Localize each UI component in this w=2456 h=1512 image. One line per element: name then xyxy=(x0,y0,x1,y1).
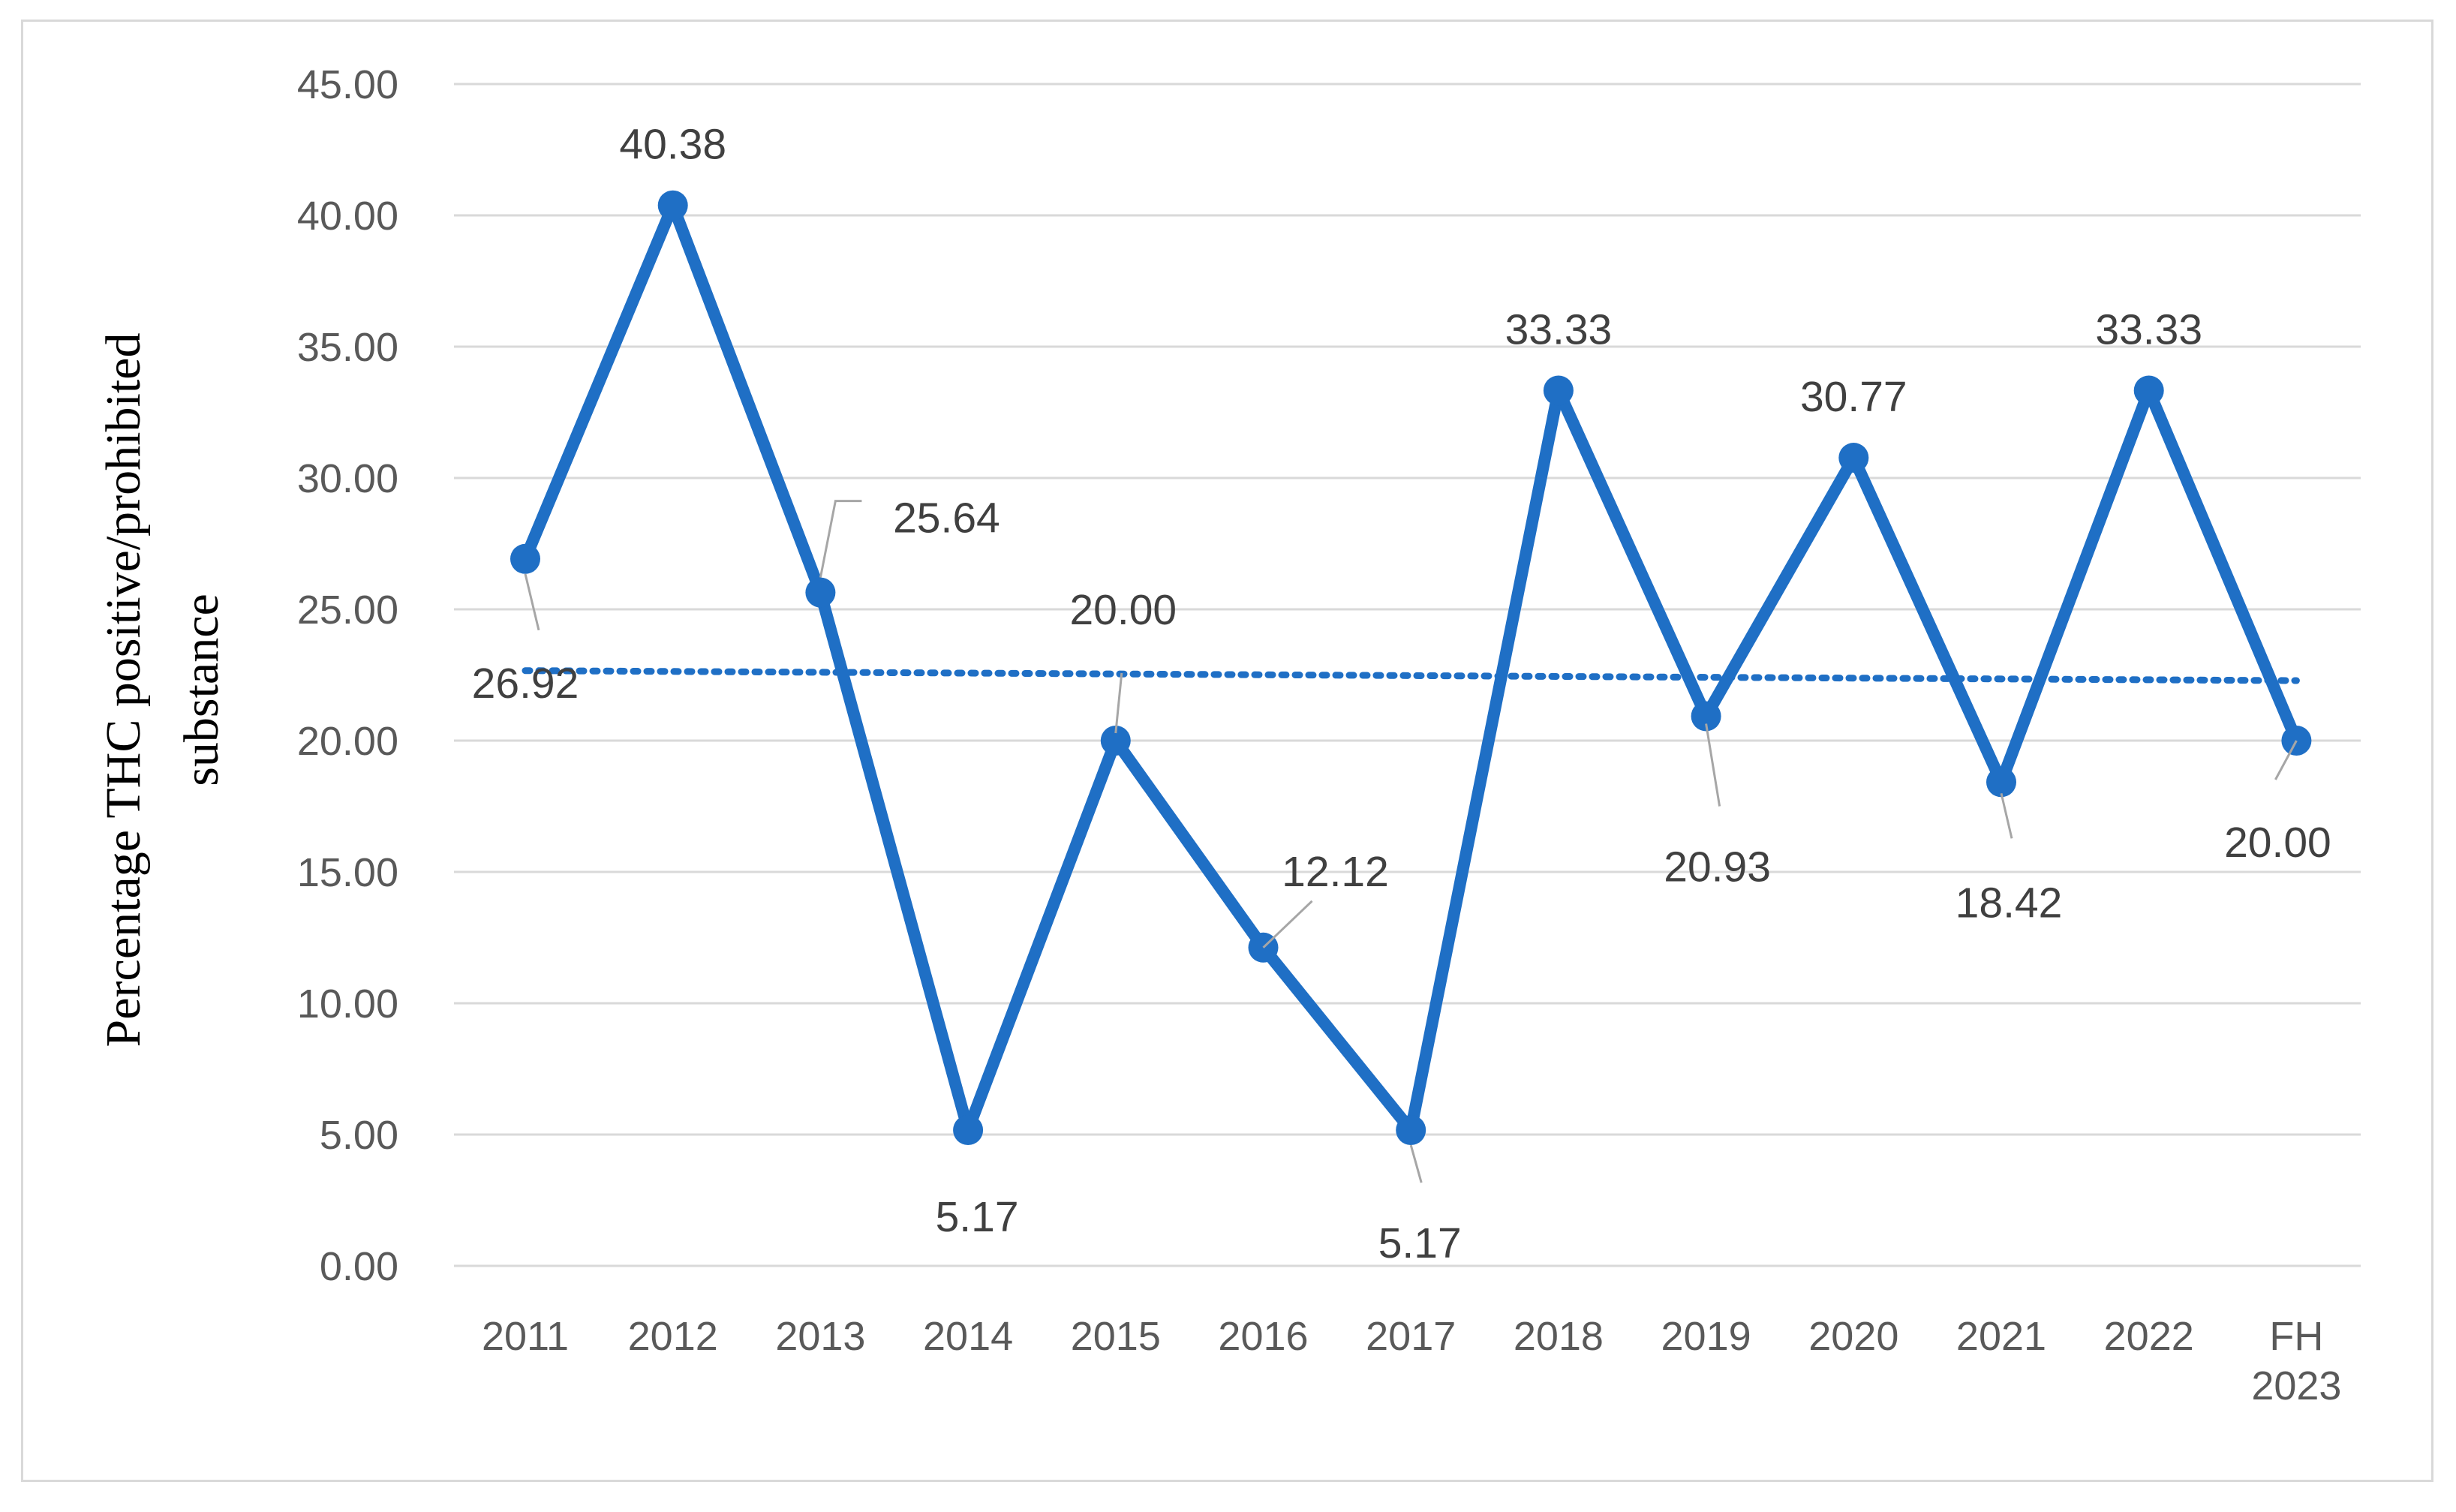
leader-line xyxy=(1705,723,1721,807)
y-tick-label: 10.00 xyxy=(297,981,398,1027)
leader-line xyxy=(819,500,862,578)
x-axis-ticks: 2011 2012 2013 2014 2015 2016 2017 2018 2019 2020… xyxy=(482,1314,2342,1408)
x-tick-label: 2011 xyxy=(482,1314,569,1359)
x-tick-label: 2020 xyxy=(1808,1314,1898,1359)
y-tick-label: 35.00 xyxy=(297,325,398,370)
data-label: 5.17 xyxy=(936,1193,1019,1241)
trendline-path xyxy=(522,667,2300,684)
y-tick-label: 45.00 xyxy=(297,62,398,107)
chart-frame: 0.00 5.00 10.00 15.00 20.00 25.00 30.00 35.00 40… xyxy=(21,20,2433,1482)
data-label: 12.12 xyxy=(1282,848,1389,896)
x-tick-label: 2018 xyxy=(1514,1314,1604,1359)
y-tick-label: 40.00 xyxy=(297,194,398,239)
data-label: 20.93 xyxy=(1664,843,1771,891)
x-tick-label: 2021 xyxy=(1956,1314,2046,1359)
leader-line xyxy=(1262,900,1313,948)
data-label: 5.17 xyxy=(1378,1219,1462,1267)
leader-lines xyxy=(524,500,2298,1183)
y-axis-ticks: 0.00 5.00 10.00 15.00 20.00 25.00 30.00 35.00 40… xyxy=(297,62,398,1289)
leader-line xyxy=(524,573,540,631)
trendline xyxy=(522,667,2300,684)
data-point xyxy=(1838,443,1869,473)
y-tick-label: 30.00 xyxy=(297,456,398,501)
y-tick-label: 5.00 xyxy=(320,1113,398,1158)
x-tick-label: 2012 xyxy=(628,1314,718,1359)
line-chart: 0.00 5.00 10.00 15.00 20.00 25.00 30.00 35.00 40… xyxy=(96,62,2361,1408)
leader-line xyxy=(2274,740,2298,780)
x-tick-label: 2013 xyxy=(775,1314,865,1359)
data-label: 30.77 xyxy=(1800,373,1907,421)
x-tick-label: 2014 xyxy=(923,1314,1013,1359)
data-point xyxy=(1396,1115,1426,1146)
data-labels: 26.92 40.38 25.64 5.17 20.00 12.12 5.17 33.33 20… xyxy=(472,121,2331,1267)
series xyxy=(510,190,2312,1146)
series-line xyxy=(519,199,2303,1137)
data-point xyxy=(1691,701,1721,732)
data-point xyxy=(657,190,688,221)
y-tick-label: 15.00 xyxy=(297,850,398,895)
x-tick-label: 2022 xyxy=(2104,1314,2194,1359)
data-label: 18.42 xyxy=(1955,879,2063,927)
x-tick-label: 2015 xyxy=(1071,1314,1161,1359)
leader-line xyxy=(2000,792,2013,839)
data-point xyxy=(953,1115,984,1146)
x-tick-label: 2016 xyxy=(1218,1314,1308,1359)
y-tick-label: 20.00 xyxy=(297,719,398,764)
x-tick-label: FH 2023 xyxy=(2251,1314,2341,1408)
data-point xyxy=(1986,767,2016,798)
data-label: 26.92 xyxy=(472,660,579,708)
leader-line xyxy=(1114,672,1123,734)
y-tick-label: 25.00 xyxy=(297,588,398,633)
data-label: 33.33 xyxy=(2095,305,2202,353)
leader-line xyxy=(1409,1144,1423,1183)
y-axis-title: Percentage THC positive/prohibited substa… xyxy=(96,333,229,1048)
x-tick-label: 2017 xyxy=(1366,1314,1456,1359)
data-label: 25.64 xyxy=(893,494,1000,543)
data-label: 20.00 xyxy=(2224,819,2331,867)
data-point xyxy=(1100,726,1131,756)
data-label: 20.00 xyxy=(1069,586,1177,634)
y-tick-label: 0.00 xyxy=(320,1244,398,1289)
data-point xyxy=(805,577,836,608)
data-label: 40.38 xyxy=(619,121,726,169)
data-point xyxy=(2133,375,2164,406)
data-point xyxy=(510,543,540,574)
data-point xyxy=(1543,375,1574,406)
data-label: 33.33 xyxy=(1505,305,1613,353)
x-tick-label: 2019 xyxy=(1661,1314,1751,1359)
